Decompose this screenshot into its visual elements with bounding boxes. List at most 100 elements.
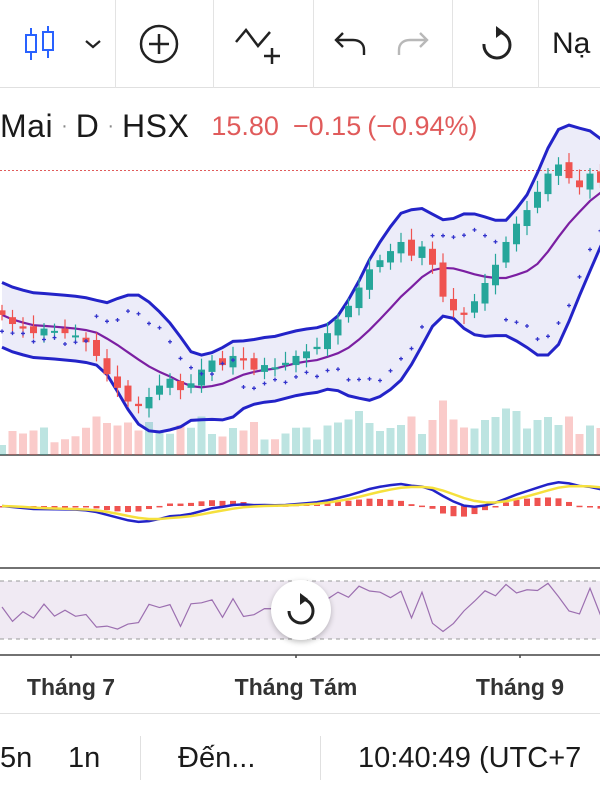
volume-bar <box>271 439 279 455</box>
volume-bar <box>250 422 258 455</box>
candle-body <box>9 317 16 325</box>
macd-histogram-bar <box>377 498 383 506</box>
sar-marker <box>430 233 435 238</box>
candle-body <box>439 262 447 297</box>
volume-bar <box>365 423 374 455</box>
candle-body <box>187 383 195 388</box>
candle-body <box>114 376 121 388</box>
sar-marker <box>514 320 519 325</box>
clock-timezone[interactable]: 10:40:49 (UTC+7 <box>358 742 582 774</box>
candle-body <box>534 191 541 208</box>
volume-bar <box>40 427 48 455</box>
macd-histogram-bar <box>503 502 509 506</box>
volume-bar <box>502 408 510 455</box>
candle-body <box>576 180 583 188</box>
candle-body <box>345 305 352 318</box>
range-1-day-button[interactable]: 1n <box>68 742 101 774</box>
sar-marker <box>598 228 600 233</box>
sar-marker <box>147 321 151 326</box>
sar-marker <box>304 370 309 375</box>
chevron-down-icon[interactable] <box>78 0 108 88</box>
load-layout-label: Nạ <box>552 27 591 60</box>
candle-body <box>292 355 300 366</box>
sar-marker <box>178 356 183 361</box>
sar-marker <box>483 233 487 238</box>
undo-icon[interactable] <box>327 0 373 88</box>
redo-icon[interactable] <box>390 0 436 88</box>
sar-marker <box>556 321 561 326</box>
sar-marker <box>525 324 529 329</box>
crosshair-plus-icon[interactable] <box>126 0 192 88</box>
candlestick-icon[interactable] <box>10 0 70 88</box>
sar-marker <box>0 329 4 334</box>
sar-marker <box>378 378 382 383</box>
sar-marker <box>126 309 130 314</box>
volume-bar <box>512 411 521 455</box>
macd-line <box>1 480 600 524</box>
volume-bar <box>50 442 59 455</box>
macd-histogram-bar <box>492 506 499 508</box>
macd-histogram-bar <box>356 499 362 506</box>
candle-body <box>513 223 520 245</box>
volume-bar <box>8 431 17 455</box>
candle-body <box>376 260 384 268</box>
volume-bar <box>134 430 143 455</box>
volume-bar <box>355 411 363 455</box>
price-chart[interactable] <box>0 88 600 658</box>
candle-body <box>282 362 289 366</box>
macd-histogram-bar <box>72 506 79 508</box>
candle-body <box>261 365 268 372</box>
sar-marker <box>21 331 25 336</box>
volume-bar <box>92 416 101 455</box>
volume-bar <box>302 427 311 455</box>
load-layout-button[interactable]: Nạ <box>552 0 600 88</box>
sar-marker <box>388 368 393 373</box>
sar-marker <box>577 274 582 279</box>
reset-icon[interactable] <box>468 0 524 88</box>
sar-marker <box>199 371 204 376</box>
macd-histogram-bar <box>146 506 152 510</box>
volume-bar <box>449 419 458 455</box>
candle-body <box>40 328 48 336</box>
sar-marker <box>325 368 330 373</box>
symbol-name[interactable]: Mai <box>0 107 54 144</box>
range-5-days-button[interactable]: 5n <box>0 742 33 774</box>
volume-bar <box>29 430 38 455</box>
sar-marker <box>84 339 88 344</box>
volume-bar <box>565 416 573 455</box>
interval-label[interactable]: D <box>75 107 100 144</box>
volume-bar <box>260 439 269 455</box>
sar-marker <box>315 374 319 379</box>
macd-histogram-bar <box>513 499 520 506</box>
volume-bar <box>428 420 437 455</box>
go-to-date-button[interactable]: Đến... <box>178 742 256 774</box>
candle-body <box>387 251 394 263</box>
indicator-add-icon[interactable] <box>224 0 294 88</box>
candle-body <box>429 248 436 265</box>
macd-histogram-bar <box>534 497 541 506</box>
candle-body <box>208 360 216 372</box>
macd-histogram-bar <box>408 504 415 506</box>
candle-body <box>0 310 6 315</box>
candle-body <box>408 239 415 256</box>
candle-body <box>555 164 562 176</box>
chart-toolbar: Nạ <box>0 0 600 88</box>
volume-bar <box>187 427 195 455</box>
volume-bar <box>176 425 185 455</box>
macd-histogram-bar <box>576 505 583 508</box>
candle-body <box>324 333 331 350</box>
macd-histogram-bar <box>345 500 352 506</box>
candle-body <box>61 328 69 334</box>
candle-body <box>198 369 205 386</box>
volume-bar <box>481 420 489 455</box>
sar-marker <box>31 339 36 344</box>
volume-bar <box>596 428 600 455</box>
volume-bar <box>386 428 395 455</box>
macd-histogram-bar <box>230 500 236 506</box>
volume-bar <box>418 434 426 455</box>
sar-marker <box>493 239 498 244</box>
reset-scale-button[interactable] <box>271 580 331 640</box>
sar-marker <box>241 384 246 389</box>
volume-bar <box>313 439 321 455</box>
macd-histogram-bar <box>555 498 562 506</box>
